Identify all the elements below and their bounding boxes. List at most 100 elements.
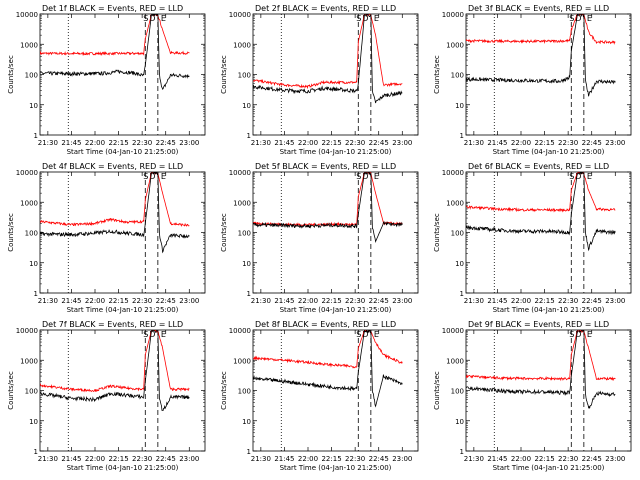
x-tick-label: 21:30 <box>251 297 271 305</box>
y-tick-label: 10 <box>455 418 464 426</box>
x-tick-label: 22:15 <box>321 297 341 305</box>
x-tick-label: 22:30 <box>558 297 578 305</box>
chart-title: Det 2f BLACK = Events, RED = LLD <box>255 4 396 13</box>
x-tick-label: 22:00 <box>85 455 105 463</box>
marker-letter: E <box>374 330 379 339</box>
x-tick-label: 22:00 <box>298 455 318 463</box>
marker-letter: E <box>587 330 592 339</box>
y-tick-label: 1000 <box>446 199 464 207</box>
x-axis-label: Start Time (04-Jan-10 21:25:00) <box>67 148 179 156</box>
events-series-line <box>40 14 190 90</box>
x-tick-label: 21:30 <box>38 297 58 305</box>
y-tick-label: 1000 <box>446 357 464 365</box>
chart-panel-4: Det 4f BLACK = Events, RED = LLD 1 10 100 10… <box>7 162 206 314</box>
chart-panel-7: Det 7f BLACK = Events, RED = LLD 1 10 100 10… <box>7 320 206 472</box>
marker-letter: S <box>143 172 148 181</box>
y-axis-label: Counts/sec <box>7 55 15 94</box>
marker-letter: D <box>575 14 581 23</box>
chart-title: Det 7f BLACK = Events, RED = LLD <box>42 320 183 329</box>
lld-series-line <box>253 172 403 227</box>
x-tick-label: 21:30 <box>464 455 484 463</box>
x-tick-label: 22:30 <box>345 297 365 305</box>
y-axis-label: Counts/sec <box>7 213 15 252</box>
x-tick-label: 21:45 <box>487 139 507 147</box>
y-tick-label: 10000 <box>442 169 464 177</box>
x-tick-label: 23:00 <box>179 297 199 305</box>
chart-panel-5: Det 5f BLACK = Events, RED = LLD 1 10 100 10… <box>220 162 419 314</box>
marker-letter: S <box>569 330 574 339</box>
chart-panel-6: Det 6f BLACK = Events, RED = LLD 1 10 100 10… <box>433 162 632 314</box>
events-series-line <box>466 172 616 252</box>
x-tick-label: 23:00 <box>392 455 412 463</box>
plot-frame <box>252 171 419 294</box>
y-tick-label: 1 <box>34 132 38 140</box>
events-series-line <box>253 14 403 104</box>
x-tick-label: 21:45 <box>274 455 294 463</box>
chart-panel-8: Det 8f BLACK = Events, RED = LLD 1 10 100 10… <box>220 320 419 472</box>
marker-letter: D <box>362 172 368 181</box>
y-tick-label: 1 <box>460 132 464 140</box>
y-axis-label: Counts/sec <box>433 371 441 410</box>
plot-frame <box>252 329 419 452</box>
chart-panel-3: Det 3f BLACK = Events, RED = LLD 1 10 100 10… <box>433 4 632 156</box>
x-tick-label: 21:30 <box>38 455 58 463</box>
x-tick-label: 22:30 <box>132 139 152 147</box>
y-tick-label: 100 <box>451 230 464 238</box>
x-tick-label: 22:45 <box>369 139 389 147</box>
marker-letter: S <box>569 14 574 23</box>
marker-letter: E <box>587 14 592 23</box>
x-tick-label: 22:45 <box>582 297 602 305</box>
lld-series-line <box>466 330 616 382</box>
chart-title: Det 5f BLACK = Events, RED = LLD <box>255 162 396 171</box>
events-series-line <box>40 330 190 412</box>
y-tick-label: 100 <box>238 230 251 238</box>
x-tick-label: 22:45 <box>582 455 602 463</box>
x-tick-label: 21:30 <box>38 139 58 147</box>
plot-frame <box>465 13 632 136</box>
events-series-line <box>466 14 616 97</box>
marker-letter: S <box>356 14 361 23</box>
y-tick-label: 100 <box>25 230 38 238</box>
x-tick-label: 22:00 <box>511 455 531 463</box>
marker-letter: D <box>575 172 581 181</box>
x-tick-label: 23:00 <box>392 139 412 147</box>
x-axis-label: Start Time (04-Jan-10 21:25:00) <box>493 464 605 472</box>
x-tick-label: 23:00 <box>605 455 625 463</box>
chart-panel-1: Det 1f BLACK = Events, RED = LLD 1 10 100 10… <box>7 4 206 156</box>
x-tick-label: 22:45 <box>156 455 176 463</box>
x-tick-label: 21:30 <box>464 297 484 305</box>
x-tick-label: 22:00 <box>511 139 531 147</box>
x-tick-label: 22:30 <box>345 139 365 147</box>
y-tick-label: 1 <box>460 290 464 298</box>
x-tick-label: 23:00 <box>179 455 199 463</box>
y-tick-label: 10000 <box>229 169 251 177</box>
y-tick-label: 1 <box>34 290 38 298</box>
y-axis-label: Counts/sec <box>433 213 441 252</box>
events-series-line <box>253 330 403 408</box>
x-tick-label: 21:30 <box>464 139 484 147</box>
chart-title: Det 6f BLACK = Events, RED = LLD <box>468 162 609 171</box>
marker-letter: E <box>587 172 592 181</box>
x-tick-label: 22:00 <box>511 297 531 305</box>
x-tick-label: 21:30 <box>251 455 271 463</box>
x-axis-label: Start Time (04-Jan-10 21:25:00) <box>280 464 392 472</box>
y-tick-label: 10 <box>455 102 464 110</box>
marker-letter: D <box>149 14 155 23</box>
lld-series-line <box>40 330 190 393</box>
y-tick-label: 10000 <box>229 11 251 19</box>
x-tick-label: 23:00 <box>392 297 412 305</box>
x-tick-label: 22:45 <box>582 139 602 147</box>
y-tick-label: 10 <box>455 260 464 268</box>
lld-series-line <box>466 14 616 45</box>
chart-panel-2: Det 2f BLACK = Events, RED = LLD 1 10 100 10… <box>220 4 419 156</box>
x-axis-label: Start Time (04-Jan-10 21:25:00) <box>493 148 605 156</box>
chart-title: Det 8f BLACK = Events, RED = LLD <box>255 320 396 329</box>
y-tick-label: 1 <box>247 448 251 456</box>
plot-frame <box>39 171 206 294</box>
y-axis-label: Counts/sec <box>433 55 441 94</box>
x-tick-label: 22:15 <box>108 139 128 147</box>
marker-letter: D <box>575 330 581 339</box>
y-axis-label: Counts/sec <box>7 371 15 410</box>
x-axis-label: Start Time (04-Jan-10 21:25:00) <box>67 464 179 472</box>
